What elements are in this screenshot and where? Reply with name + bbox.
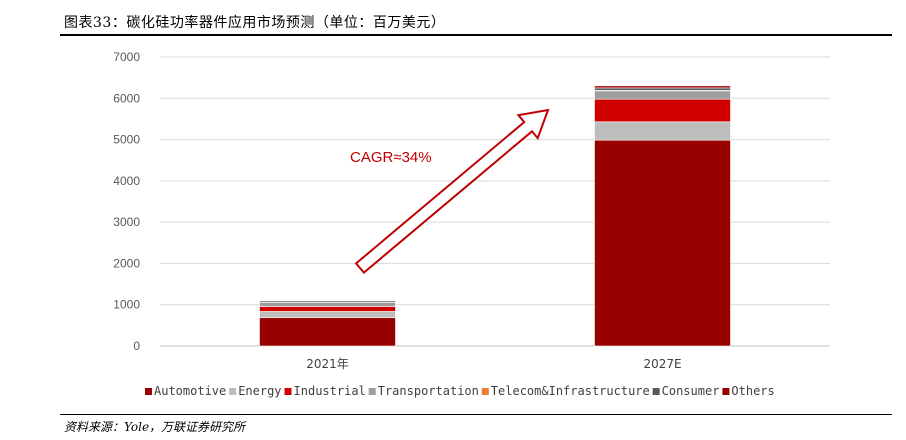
y-tick-label: 7000 [113, 50, 140, 64]
y-tick-label: 6000 [113, 91, 140, 105]
legend-label: Consumer [662, 384, 720, 398]
bar-segment-others [594, 85, 731, 89]
bar-segment-automotive [594, 139, 731, 347]
x-tick-label: 2021年 [306, 357, 349, 371]
bar-segment-transportation [259, 301, 396, 307]
x-tick-label: 2027E [643, 357, 681, 371]
legend-swatch-transportation [368, 388, 376, 395]
bar-segment-industrial [594, 98, 731, 123]
bar-segment-transportation [594, 90, 731, 100]
legend-swatch-energy [229, 388, 237, 395]
legend-label: Telecom&Infrastructure [491, 384, 650, 398]
legend-label: Automotive [154, 384, 226, 398]
title-bar: 图表33：碳化硅功率器件应用市场预测（单位：百万美元） [60, 8, 892, 36]
legend-swatch-telecom-infrastructure [481, 388, 489, 395]
bar-segment-industrial [259, 306, 396, 312]
y-tick-label: 3000 [113, 215, 140, 229]
y-tick-label: 1000 [113, 298, 140, 312]
bar-segment-automotive [259, 317, 396, 347]
legend-swatch-consumer [652, 388, 660, 395]
chart-title: 图表33：碳化硅功率器件应用市场预测（单位：百万美元） [64, 15, 446, 31]
legend-swatch-automotive [145, 388, 152, 395]
bar-segment-energy [594, 121, 731, 141]
y-tick-label: 4000 [113, 174, 140, 188]
bar-segment-consumer [594, 87, 731, 91]
cagr-arrow [354, 108, 550, 275]
cagr-label: CAGR≈34% [350, 149, 432, 166]
footer-divider [60, 414, 892, 415]
source-note: 资料来源：Yole，万联证券研究所 [64, 420, 246, 434]
bar-segment-consumer [259, 300, 396, 303]
legend-label: Others [731, 384, 774, 398]
y-tick-label: 2000 [113, 256, 140, 270]
legend-label: Transportation [378, 384, 479, 398]
legend-label: Energy [238, 384, 281, 398]
y-tick-label: 5000 [113, 133, 140, 147]
legend-swatch-industrial [284, 388, 292, 395]
y-tick-label: 0 [133, 339, 140, 353]
legend-swatch-others [722, 388, 730, 395]
bar-segment-energy [259, 311, 396, 319]
legend-label: Industrial [294, 384, 366, 398]
